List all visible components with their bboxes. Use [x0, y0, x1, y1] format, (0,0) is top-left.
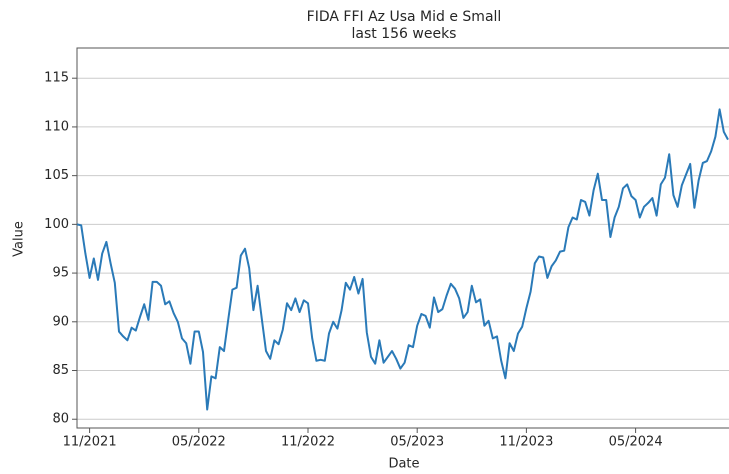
data-line: [76, 108, 729, 411]
x-tick-label: 05/2023: [390, 435, 444, 450]
plot-frame: [76, 47, 729, 429]
x-tick-label: 11/2021: [63, 435, 117, 450]
x-axis-label: Date: [388, 457, 419, 472]
y-tick-label: 115: [44, 71, 69, 86]
y-tick-label: 105: [44, 168, 69, 183]
y-tick-label: 85: [52, 363, 69, 378]
x-tick-label: 11/2023: [499, 435, 553, 450]
y-tick-label: 100: [44, 217, 69, 232]
chart-subtitle: last 156 weeks: [352, 26, 457, 42]
y-tick-label: 95: [52, 266, 69, 281]
y-tick-label: 90: [52, 314, 69, 329]
y-tick-label: 80: [52, 412, 69, 427]
x-tick-label: 11/2022: [281, 435, 335, 450]
x-tick-label: 05/2022: [172, 435, 226, 450]
y-axis-label: Value: [12, 221, 27, 257]
chart-title: FIDA FFI Az Usa Mid e Small: [307, 9, 502, 25]
x-tick-label: 05/2024: [609, 435, 663, 450]
y-tick-label: 110: [44, 119, 69, 134]
